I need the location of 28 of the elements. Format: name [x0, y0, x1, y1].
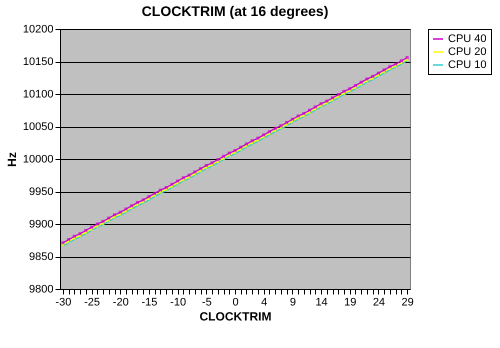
- chart-title: CLOCKTRIM (at 16 degrees): [142, 3, 328, 19]
- x-tick-label: -15: [141, 296, 158, 308]
- x-tick-label: -20: [112, 296, 129, 308]
- x-tick-label: -25: [84, 296, 100, 308]
- x-tick-label: 14: [315, 296, 328, 308]
- x-tick-label: 4: [261, 296, 268, 308]
- y-tick-label: 10100: [22, 88, 54, 100]
- x-tick-label: 0: [232, 296, 239, 308]
- y-tick-label: 9900: [29, 218, 54, 230]
- x-tick-label: -10: [170, 296, 186, 308]
- x-tick-label: 29: [402, 296, 414, 308]
- x-tick-label: 24: [372, 296, 386, 308]
- y-axis-title: Hz: [4, 152, 19, 167]
- y-tick-label: 10200: [22, 24, 54, 36]
- x-axis-title: CLOCKTRIM: [200, 310, 272, 324]
- x-tick-label: -5: [202, 296, 212, 308]
- legend-label: CPU 10: [448, 59, 487, 71]
- y-tick-label: 10050: [22, 121, 54, 133]
- x-tick-label: -30: [55, 296, 72, 308]
- y-tick-label: 9800: [29, 284, 54, 296]
- y-tick-label: 10150: [22, 56, 54, 68]
- legend-label: CPU 20: [448, 46, 487, 58]
- x-tick-label: 9: [290, 296, 296, 308]
- y-tick-label: 9950: [29, 186, 54, 198]
- x-tick-label: 19: [344, 296, 356, 308]
- y-tick-label: 10000: [22, 154, 54, 166]
- y-tick-label: 9850: [29, 251, 54, 263]
- legend-label: CPU 40: [448, 33, 487, 45]
